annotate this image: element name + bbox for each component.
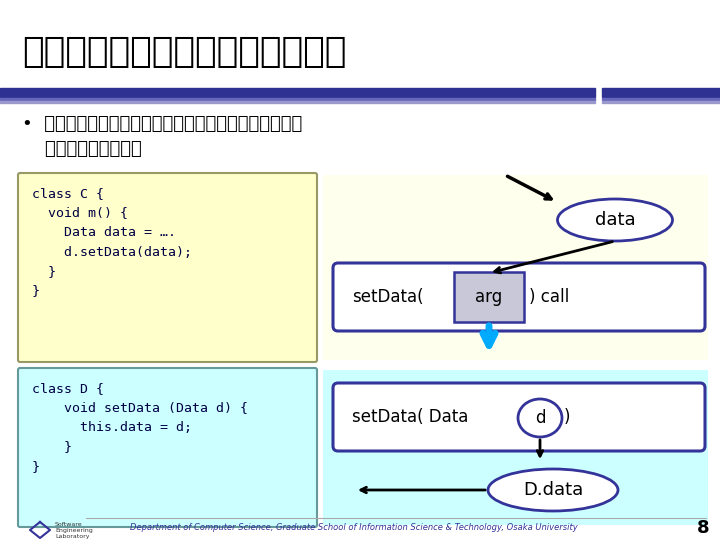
Text: setData( Data: setData( Data	[352, 408, 469, 426]
Bar	[602, 88, 720, 97]
Text: class C {
  void m() {
    Data data = ….
    d.setData(data);
  }
}: class C { void m() { Data data = …. d.se…	[32, 187, 192, 298]
Text: ): )	[564, 408, 570, 426]
Bar	[602, 98, 720, 100]
Text: d: d	[535, 409, 545, 427]
Text: Software
Engineering
Laboratory: Software Engineering Laboratory	[55, 522, 93, 539]
Text: •  グラフ上で複数のコード片を横断してデータフローを: • グラフ上で複数のコード片を横断してデータフローを	[22, 115, 302, 133]
Bar	[323, 370, 708, 525]
FancyBboxPatch shape	[333, 383, 705, 451]
Bar	[0, 98, 595, 100]
Text: Department of Computer Science, Graduate School of Information Science & Technol: Department of Computer Science, Graduate…	[130, 523, 577, 532]
Text: D.data: D.data	[523, 481, 583, 499]
Text: class D {
    void setData (Data d) {
      this.data = d;
    }
}: class D { void setData (Data d) { this.d…	[32, 382, 248, 473]
Text: arg: arg	[475, 288, 503, 306]
Bar	[0, 101, 595, 103]
Bar	[0, 88, 595, 97]
Bar	[323, 175, 708, 360]
FancyBboxPatch shape	[454, 272, 524, 322]
FancyBboxPatch shape	[18, 173, 317, 362]
FancyBboxPatch shape	[18, 368, 317, 527]
Bar	[602, 101, 720, 103]
Text: 8: 8	[698, 519, 710, 537]
Ellipse shape	[518, 399, 562, 437]
Text: 調査することが可能: 調査することが可能	[22, 140, 142, 158]
FancyBboxPatch shape	[333, 263, 705, 331]
Text: data: data	[595, 211, 635, 229]
Text: ) call: ) call	[529, 288, 570, 306]
Text: setData(: setData(	[352, 288, 423, 306]
Ellipse shape	[488, 469, 618, 511]
Ellipse shape	[557, 199, 672, 241]
Text: グラフを使ったデータフロー調査: グラフを使ったデータフロー調査	[22, 35, 346, 69]
